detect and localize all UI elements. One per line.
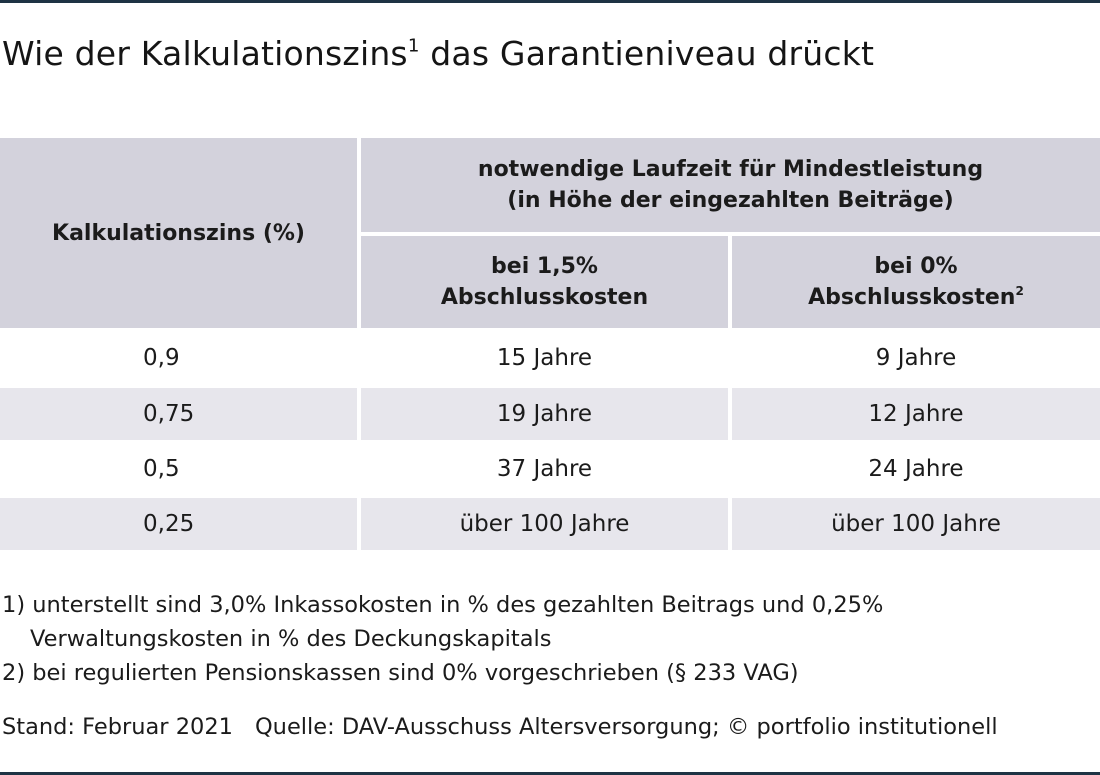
table-row-cell-zins: 0,9 [143,345,180,371]
footnote-1-line-2: Verwaltungskosten in % des Deckungskapit… [30,626,552,652]
table-row-cell-zins: 0,25 [0,498,357,550]
header-abschlusskosten-0: bei 0% Abschlusskosten2 [732,236,1100,328]
table-row-cell-zins: 0,5 [143,456,180,482]
header-footnote-marker: 2 [1015,283,1024,298]
table-row-cell-laufzeit-a: über 100 Jahre [361,498,728,550]
table-row-cell-laufzeit-a: 19 Jahre [361,388,728,440]
table-row-cell-laufzeit-b: 9 Jahre [875,345,957,371]
top-rule [0,0,1100,3]
title-footnote-marker: 1 [407,35,420,57]
table-row-cell-laufzeit-a: 15 Jahre [496,345,593,371]
table-row-cell-zins: 0,75 [0,388,357,440]
source-line: Stand: Februar 2021 Quelle: DAV-Ausschuss… [2,714,998,740]
header-kalkulationszins: Kalkulationszins (%) [0,138,357,328]
table-row-cell-laufzeit-a: 37 Jahre [496,456,593,482]
footnotes: 1) unterstellt sind 3,0% Inkassokosten i… [2,588,883,690]
header-laufzeit-group: notwendige Laufzeit für Mindestleistung … [361,138,1100,232]
stand-text: Stand: Februar 2021 [2,714,233,740]
bottom-rule [0,772,1100,775]
table-row-cell-laufzeit-b: über 100 Jahre [732,498,1100,550]
page-title: Wie der Kalkulationszins1 das Garantieni… [2,34,875,73]
table-row-cell-laufzeit-b: 24 Jahre [868,456,964,482]
table-row-cell-laufzeit-b: 12 Jahre [732,388,1100,440]
footnote-1-line-1: 1) unterstellt sind 3,0% Inkassokosten i… [2,592,884,618]
quelle-text: Quelle: DAV-Ausschuss Altersversorgung; … [254,714,998,740]
footnote-2: 2) bei regulierten Pensionskassen sind 0… [2,660,799,686]
header-abschlusskosten-1-5: bei 1,5% Abschlusskosten [361,236,728,328]
